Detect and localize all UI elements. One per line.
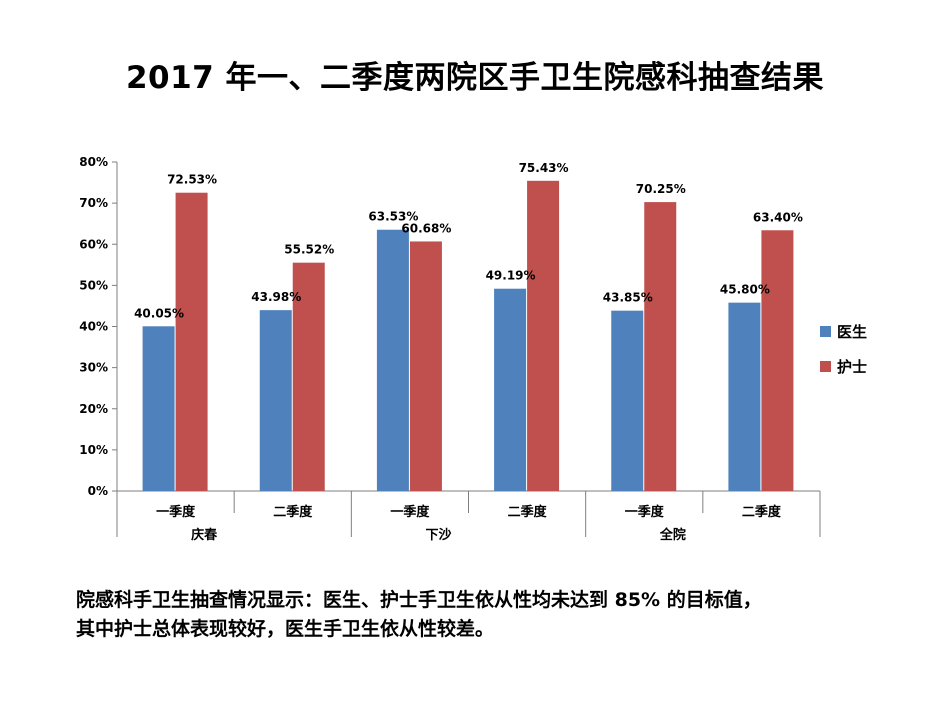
y-tick-label: 60%: [79, 237, 108, 251]
legend-swatch: [820, 326, 831, 337]
data-label: 49.19%: [486, 269, 536, 283]
bar-医生: [376, 229, 409, 491]
summary-note-line-1: 院感科手卫生抽查情况显示：医生、护士手卫生依从性均未达到 85% 的目标值，: [76, 589, 762, 611]
y-tick-label: 20%: [79, 402, 108, 416]
y-tick-label: 70%: [79, 196, 108, 210]
data-label: 63.53%: [368, 210, 418, 224]
bar-护士: [761, 230, 794, 491]
data-label: 40.05%: [134, 306, 184, 320]
x-group-label: 庆春: [190, 527, 218, 543]
bar-护士: [527, 180, 560, 491]
y-tick-label: 30%: [79, 361, 108, 375]
y-tick-label: 80%: [79, 155, 108, 169]
chart-axes: 0% 10% 20% 30% 40% 50% 60% 70% 80%: [79, 155, 821, 537]
data-label: 75.43%: [519, 161, 569, 175]
bar-护士: [644, 202, 677, 492]
y-tick-label: 50%: [79, 278, 108, 292]
data-label: 70.25%: [636, 182, 686, 196]
page-title: 2017 年一、二季度两院区手卫生院感科抽查结果: [125, 60, 825, 96]
data-label: 55.52%: [284, 243, 334, 257]
summary-note: 院感科手卫生抽查情况显示：医生、护士手卫生依从性均未达到 85% 的目标值， 其…: [76, 586, 916, 644]
data-label: 72.53%: [167, 173, 217, 187]
bar-医生: [494, 288, 527, 491]
chart-data-labels: 40.05% 43.98% 63.53% 49.19% 43.85% 45.80% 72.5…: [134, 161, 803, 321]
chart-bars: [142, 180, 794, 492]
x-category-label: 一季度: [625, 504, 665, 520]
y-tick-label: 0%: [88, 484, 108, 498]
x-category-label: 二季度: [742, 504, 782, 520]
legend-swatch: [820, 361, 831, 372]
x-group-label: 全院: [659, 527, 686, 543]
x-category-label: 二季度: [273, 504, 313, 520]
y-tick-label: 10%: [79, 443, 108, 457]
data-label: 43.98%: [251, 290, 301, 304]
bar-医生: [259, 310, 292, 491]
data-label: 43.85%: [603, 291, 653, 305]
legend-label: 护士: [837, 358, 867, 376]
data-label: 63.40%: [753, 210, 803, 224]
x-category-label: 一季度: [156, 504, 196, 520]
bar-医生: [728, 302, 761, 491]
bar-护士: [409, 241, 442, 491]
legend-label: 医生: [837, 323, 867, 341]
summary-note-line-2: 其中护士总体表现较好，医生手卫生依从性较差。: [76, 618, 495, 640]
data-label: 60.68%: [401, 221, 451, 235]
x-category-label: 二季度: [508, 504, 548, 520]
x-category-label: 一季度: [390, 504, 430, 520]
bar-护士: [175, 192, 208, 491]
bar-护士: [292, 262, 325, 491]
bar-chart: 0% 10% 20% 30% 40% 50% 60% 70% 80% 40.05% 43.98% 6…: [79, 155, 867, 543]
bar-医生: [142, 326, 175, 491]
x-group-label: 下沙: [425, 528, 451, 543]
bar-医生: [611, 310, 644, 491]
y-tick-label: 40%: [79, 320, 108, 334]
data-label: 45.80%: [720, 283, 770, 297]
